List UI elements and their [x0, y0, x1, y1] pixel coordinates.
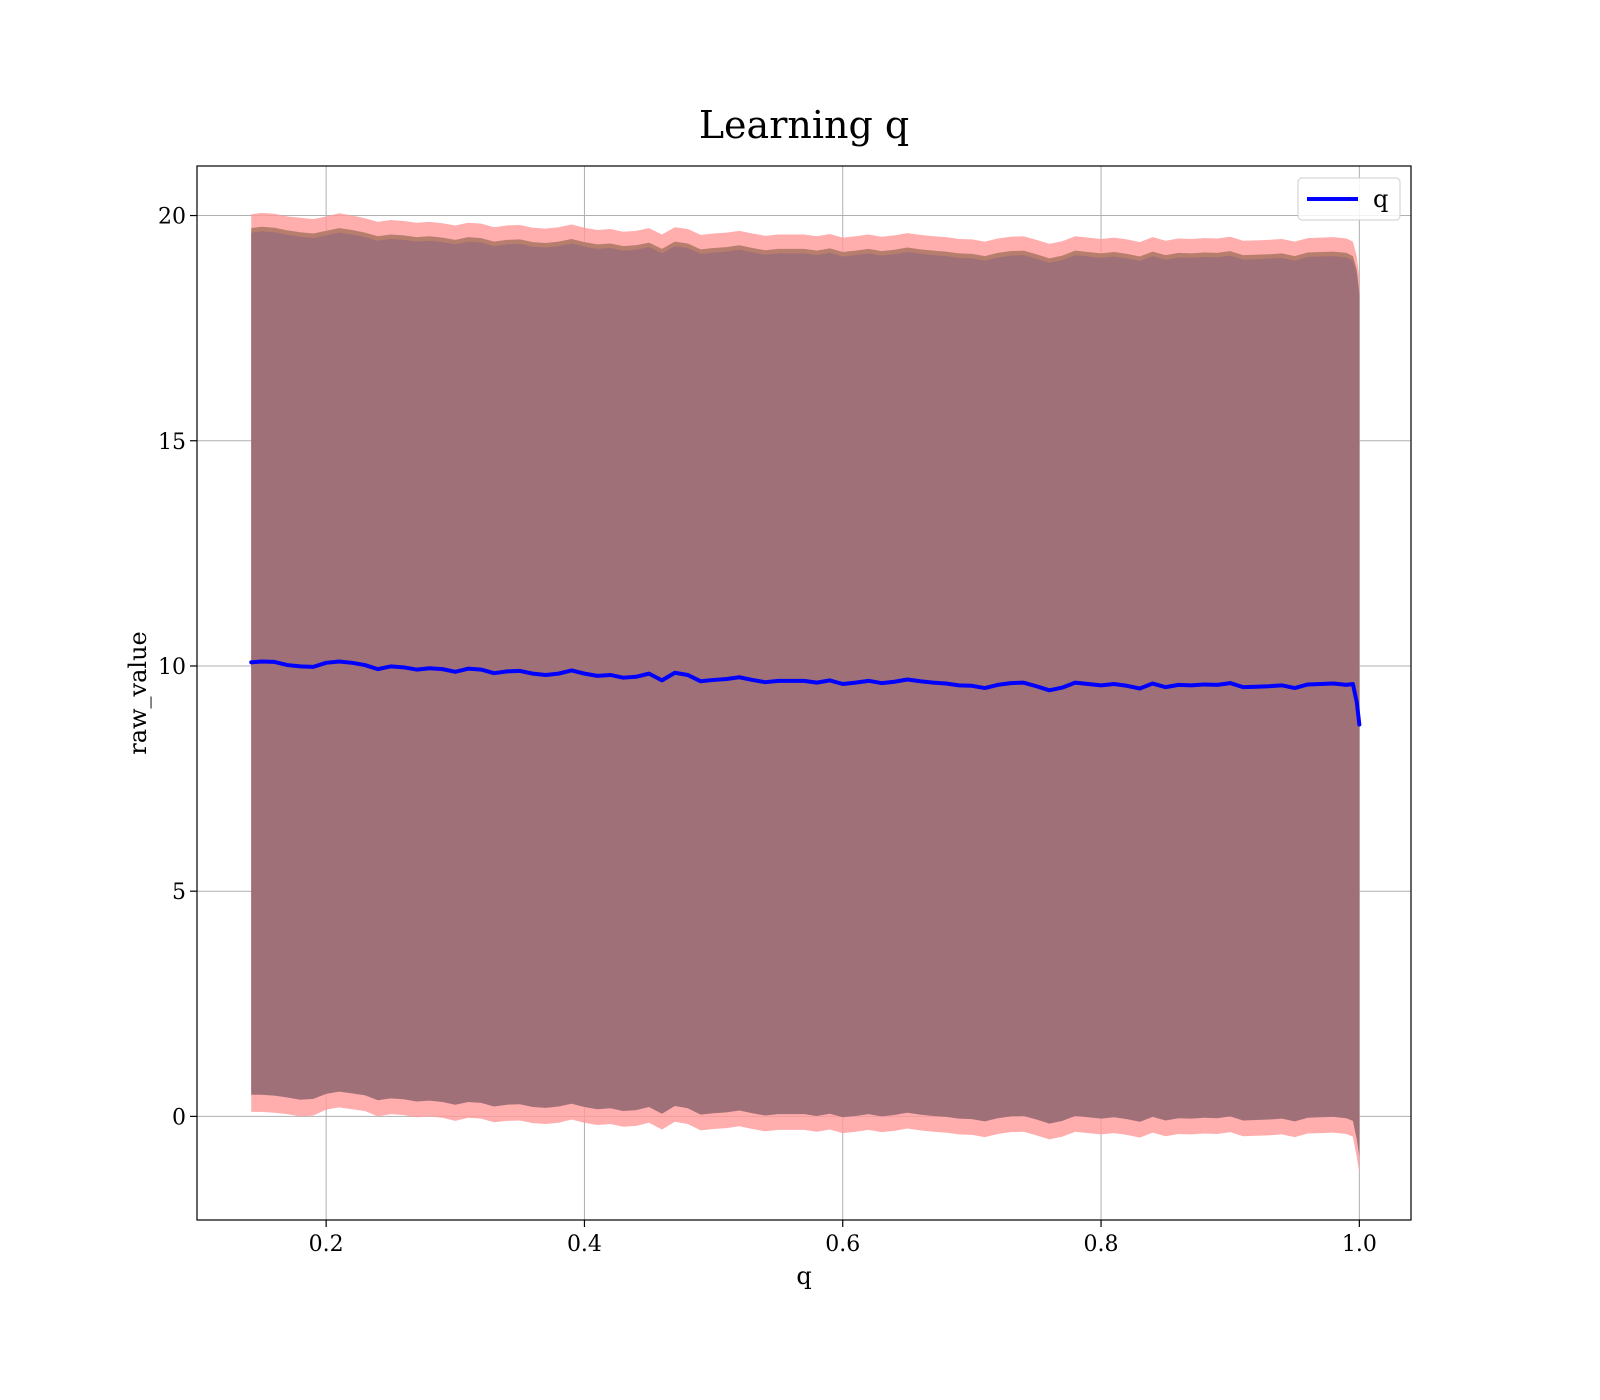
- x-tick-label: 0.8: [1084, 1232, 1119, 1257]
- band-inner: [251, 231, 1360, 1157]
- y-tick-label: 0: [172, 1105, 186, 1130]
- y-tick-label: 10: [158, 655, 186, 680]
- y-axis-label: raw_value: [124, 631, 152, 755]
- confidence-bands: [251, 212, 1360, 1173]
- series-lines: [249, 659, 1362, 727]
- chart-title: Learning q: [699, 103, 909, 147]
- y-axis-ticks: 0 5 10 15 20: [158, 205, 197, 1130]
- series-line-q: [249, 659, 1362, 727]
- x-tick-label: 0.6: [825, 1232, 860, 1257]
- plot-frame: [196, 165, 1412, 1221]
- y-tick-label: 15: [158, 430, 186, 455]
- x-tick-label: 0.2: [309, 1232, 344, 1257]
- x-tick-label: 1.0: [1342, 1232, 1377, 1257]
- y-tick-label: 5: [172, 880, 186, 905]
- legend: q: [1297, 177, 1401, 221]
- x-tick-label: 0.4: [567, 1232, 602, 1257]
- x-axis-ticks: 0.2 0.4 0.6 0.8 1.0: [309, 1220, 1377, 1257]
- y-tick-label: 20: [158, 205, 186, 230]
- x-axis-label: q: [796, 1262, 811, 1290]
- legend-label-q: q: [1373, 185, 1388, 213]
